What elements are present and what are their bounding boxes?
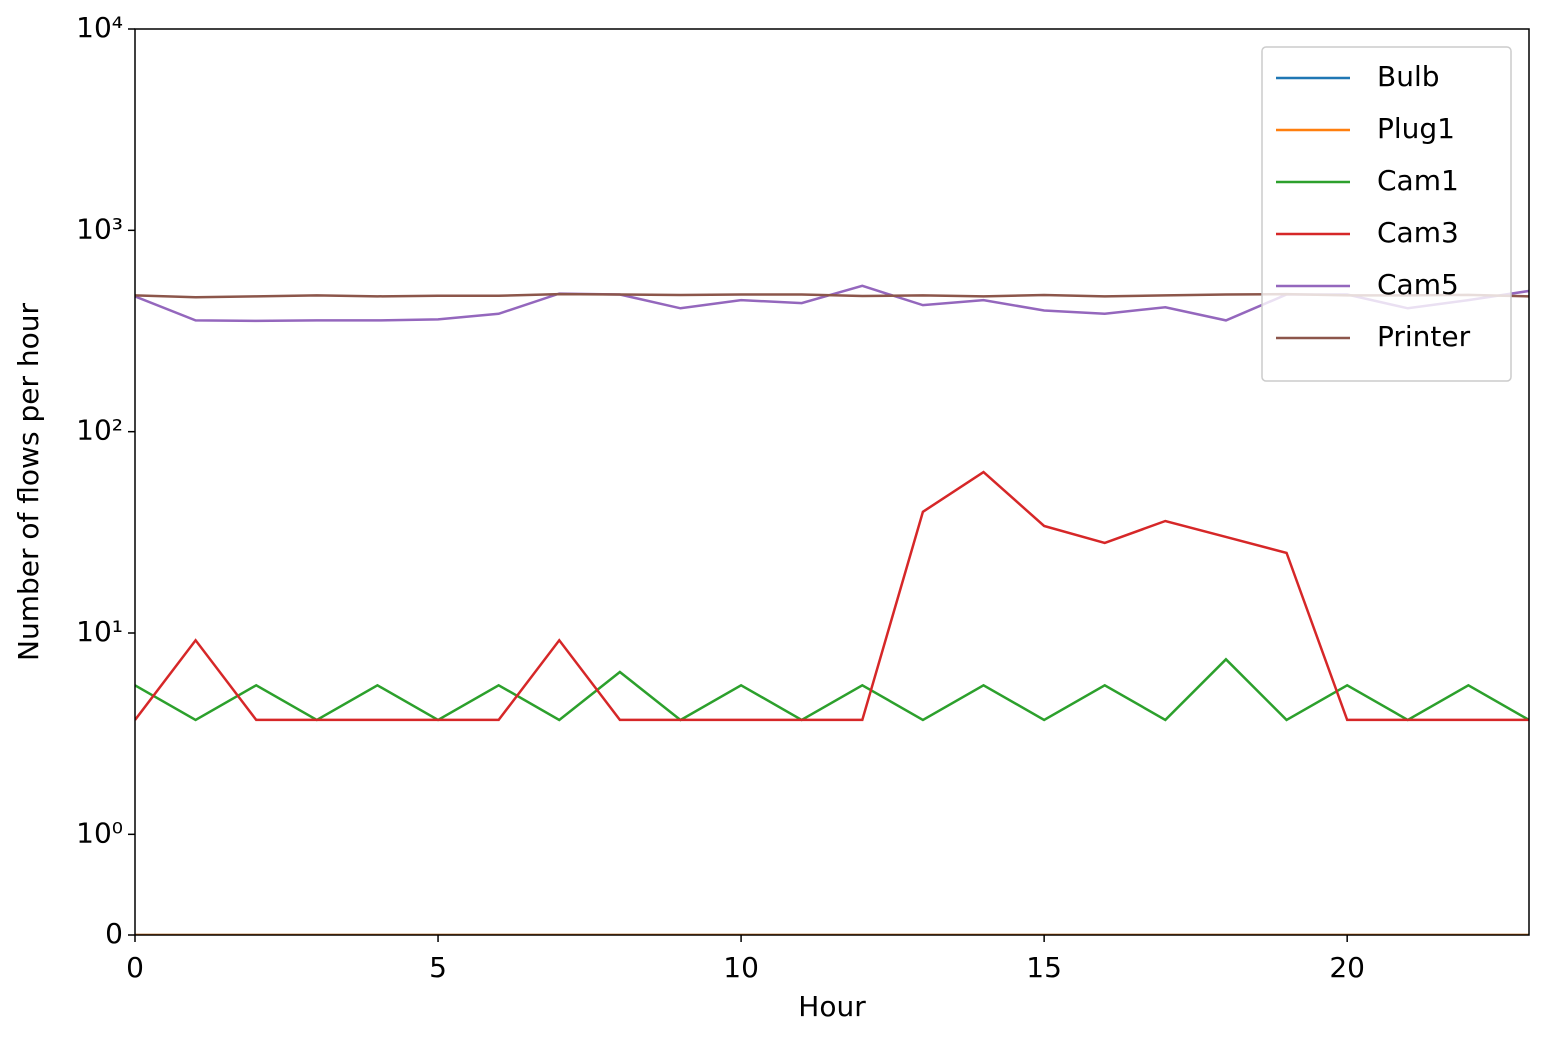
y-tick-label: 10¹ (76, 615, 123, 648)
legend-label: Plug1 (1377, 112, 1455, 145)
y-tick-label: 0 (105, 917, 123, 950)
legend-label: Bulb (1377, 60, 1440, 93)
x-axis-label: Hour (798, 990, 866, 1023)
x-tick-label: 10 (723, 951, 759, 984)
legend-label: Cam3 (1377, 216, 1459, 249)
legend-label: Printer (1377, 320, 1471, 353)
x-tick-label: 0 (126, 951, 144, 984)
y-tick-label: 10² (76, 414, 123, 447)
y-tick-label: 10⁴ (76, 11, 123, 44)
y-axis-label: Number of flows per hour (12, 303, 45, 661)
plot-frame (134, 28, 1530, 936)
legend-label: Cam1 (1377, 164, 1459, 197)
y-tick-label: 10⁰ (76, 816, 123, 849)
series-line (135, 657, 1529, 722)
legend-label: Cam5 (1377, 268, 1459, 301)
x-tick-label: 20 (1329, 951, 1365, 984)
y-tick-label: 10³ (76, 212, 123, 245)
x-tick-label: 15 (1026, 951, 1062, 984)
x-tick-label: 5 (429, 951, 447, 984)
series-line (135, 470, 1529, 722)
